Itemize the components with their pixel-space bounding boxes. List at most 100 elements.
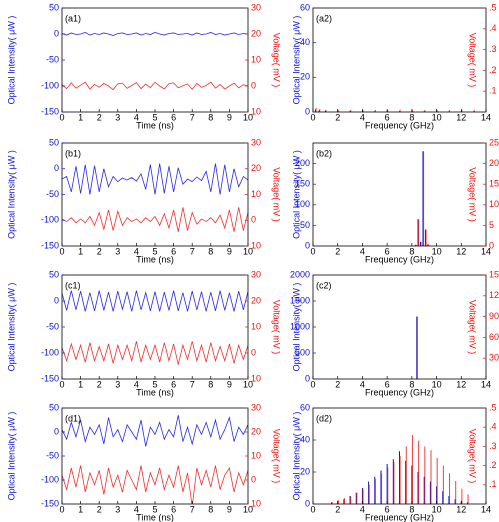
y-axis-label: Optical Intensity( μW )	[6, 150, 16, 239]
y-tick-label: 0	[54, 426, 59, 436]
y2-tick-label: 15	[489, 179, 499, 189]
signal-line	[62, 290, 248, 312]
panel-label: (c1)	[65, 280, 81, 290]
x-tick-label: 4	[134, 379, 139, 389]
y2-tick-label: 5	[489, 220, 494, 230]
y2-tick-label: .2	[489, 65, 497, 75]
x-tick-label: 4	[134, 246, 139, 256]
x-tick-label: 0	[310, 246, 315, 256]
panel: 0 2 4 6 8 10 12 140501001502000510152025Frequen…	[291, 137, 499, 264]
y2-axis-label: Voltage( mV )	[468, 429, 478, 484]
y-tick-label: -150	[41, 498, 59, 508]
y2-tick-label: 120	[489, 290, 499, 300]
panel-label: (b2)	[316, 148, 332, 158]
y2-tick-label: 10	[251, 498, 261, 508]
x-tick-label: 12	[456, 504, 466, 514]
x-tick-label: 1	[78, 504, 83, 514]
y2-tick-label: 0	[251, 347, 256, 357]
y-tick-label: 50	[300, 220, 310, 230]
panel-label: (c2)	[316, 280, 332, 290]
y-tick-label: -100	[41, 474, 59, 484]
plot-area	[415, 151, 430, 246]
x-tick-label: 0	[59, 246, 64, 256]
x-tick-label: 4	[360, 504, 365, 514]
x-tick-label: 10	[432, 504, 442, 514]
x-tick-label: 3	[115, 379, 120, 389]
x-tick-label: 10	[243, 504, 253, 514]
x-tick-label: 2	[97, 246, 102, 256]
x-tick-label: 6	[171, 112, 176, 122]
y2-tick-label: 10	[251, 240, 261, 250]
y2-tick-label: .5	[489, 402, 497, 412]
y2-axis-label: Voltage( mV )	[272, 429, 282, 484]
x-tick-label: 2	[335, 379, 340, 389]
x-tick-label: 14	[481, 379, 491, 389]
panel-label: (a2)	[316, 13, 332, 23]
plot-frame	[312, 142, 487, 247]
x-tick-label: 8	[208, 246, 213, 256]
x-tick-label: 7	[190, 112, 195, 122]
y-tick-label: 0	[54, 163, 59, 173]
y2-tick-label: 20	[251, 295, 261, 305]
x-tick-label: 4	[134, 504, 139, 514]
y2-tick-label: 10	[489, 199, 499, 209]
x-axis-label: Frequency (GHz)	[365, 254, 434, 264]
x-tick-label: 12	[456, 246, 466, 256]
y-tick-label: -100	[41, 215, 59, 225]
y-tick-label: 2000	[290, 269, 310, 279]
panel-label: (d2)	[316, 413, 332, 423]
y2-tick-label: .3	[489, 441, 497, 451]
y2-axis-label: Voltage( mV )	[272, 167, 282, 222]
y-tick-label: 100	[295, 199, 310, 209]
plot-frame	[312, 407, 487, 505]
y2-tick-label: .1	[489, 86, 497, 96]
x-tick-label: 1	[78, 112, 83, 122]
y-axis-label: Optical Intensity( μW )	[291, 150, 301, 239]
plot-frame	[312, 7, 487, 113]
y-tick-label: 50	[49, 2, 59, 12]
x-tick-label: 1	[78, 379, 83, 389]
y-tick-label: 40	[300, 37, 310, 47]
y2-tick-label: 10	[251, 450, 261, 460]
x-tick-label: 4	[360, 379, 365, 389]
panel: 0 1 2 3 4 5 6 7 8 9 10-150-100-50050100102030Time …	[6, 137, 281, 264]
y2-tick-label: 20	[251, 426, 261, 436]
y2-tick-label: 20	[251, 163, 261, 173]
x-tick-label: 8	[208, 379, 213, 389]
signal-line	[62, 32, 248, 36]
y-tick-label: -150	[41, 373, 59, 383]
y-tick-label: 50	[49, 269, 59, 279]
signal-line	[62, 341, 248, 365]
x-tick-label: 6	[385, 246, 390, 256]
y2-tick-label: 10	[251, 189, 261, 199]
x-tick-label: 0	[59, 504, 64, 514]
x-tick-label: 8	[409, 379, 414, 389]
plot-frame	[61, 7, 249, 113]
y-tick-label: -150	[41, 240, 59, 250]
x-axis-label: Time (ns)	[136, 387, 174, 397]
x-tick-label: 6	[171, 504, 176, 514]
y2-tick-label: 0	[251, 215, 256, 225]
y2-tick-label: 60	[489, 332, 499, 342]
y-tick-label: 20	[300, 466, 310, 476]
y2-tick-label: 0	[251, 80, 256, 90]
y-tick-label: 0	[54, 295, 59, 305]
x-tick-label: 0	[59, 112, 64, 122]
y-tick-label: 0	[305, 240, 310, 250]
plot-frame	[312, 274, 487, 380]
y-axis-label: Optical Intensity( μW )	[291, 16, 301, 105]
x-tick-label: 12	[456, 379, 466, 389]
y2-tick-label: 30	[251, 137, 261, 147]
y-tick-label: 60	[300, 2, 310, 12]
x-tick-label: 6	[385, 504, 390, 514]
y-tick-label: 20	[300, 72, 310, 82]
y2-tick-label: .2	[489, 460, 497, 470]
plot-area	[62, 415, 248, 504]
x-tick-label: 3	[115, 112, 120, 122]
y-tick-label: 0	[305, 373, 310, 383]
x-tick-label: 10	[432, 112, 442, 122]
x-tick-label: 7	[190, 504, 195, 514]
x-tick-label: 3	[115, 246, 120, 256]
x-axis-label: Time (ns)	[136, 120, 174, 130]
y-axis-label: Optical Intensity( μW )	[291, 412, 301, 501]
